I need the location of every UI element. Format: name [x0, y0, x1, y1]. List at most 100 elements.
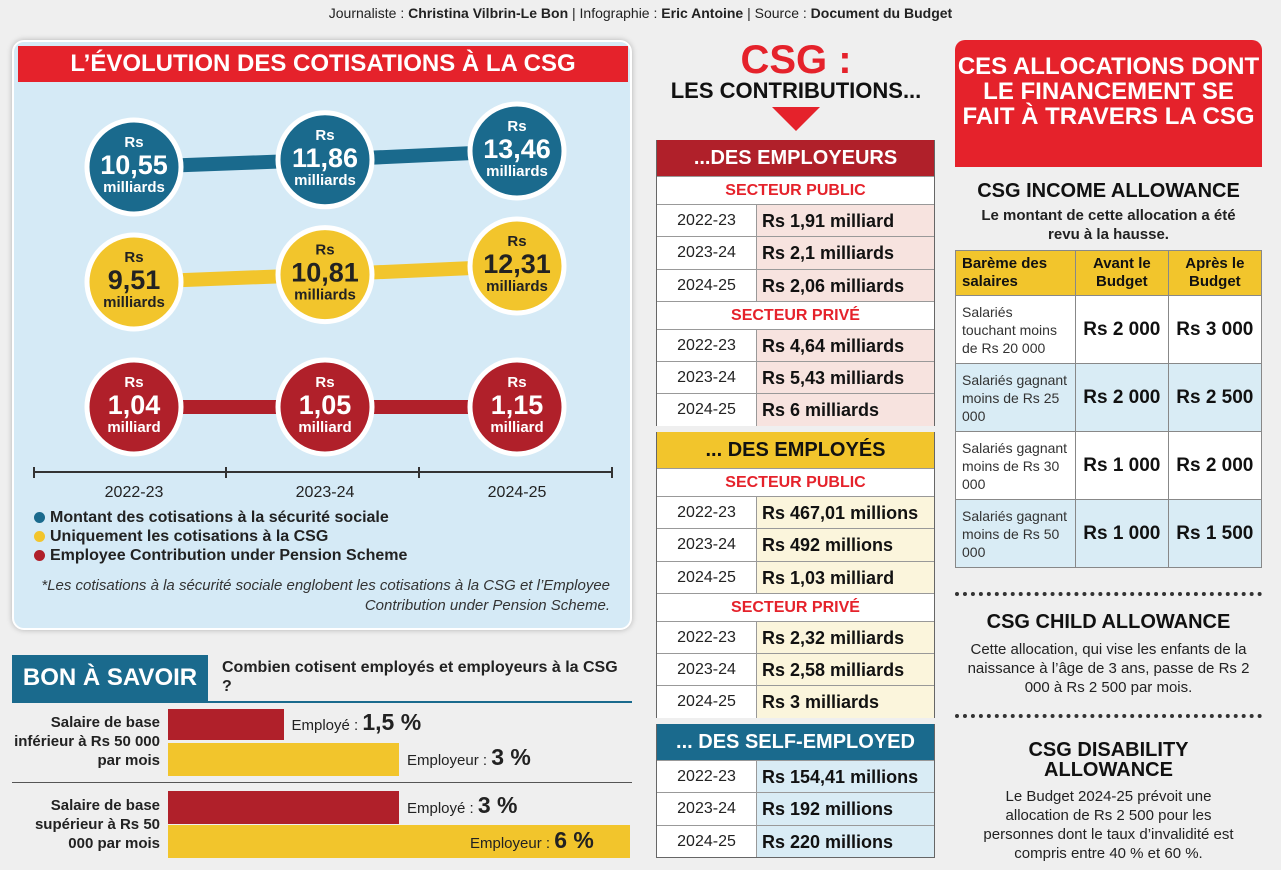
disability-allowance-desc: Le Budget 2024-25 prévoit une allocation… — [983, 788, 1234, 862]
bubble-value: 1,15 — [491, 390, 544, 420]
bon-a-savoir-question: Combien cotisent employés et employeurs … — [222, 659, 618, 695]
self-employed-header: ... DES SELF-EMPLOYED — [657, 724, 934, 760]
table-row: 2024-25 Rs 1,03 milliard — [657, 560, 934, 593]
x-axis-label: 2023-24 — [296, 484, 355, 501]
table-row: 2022-23 Rs 154,41 millions — [657, 760, 934, 793]
bubble-value: 1,04 — [108, 390, 161, 420]
bubble-currency: Rs — [315, 127, 334, 144]
salary-group-label-high: Salaire de base supérieur à Rs 50 000 pa… — [34, 797, 160, 852]
table-row: 2024-25 Rs 2,06 milliards — [657, 268, 934, 301]
bubble-value: 10,81 — [291, 258, 359, 288]
evolution-panel: Rs 10,55 milliards Rs 11,86 milliards Rs 13,46 m… — [12, 40, 632, 630]
table-row: 2023-24 Rs 2,58 milliards — [657, 653, 934, 686]
data-bubble — [84, 117, 184, 217]
bubble-unit: milliards — [486, 278, 548, 295]
data-bubble — [275, 225, 375, 325]
table-row: 2023-24 Rs 5,43 milliards — [657, 361, 934, 394]
divider — [12, 701, 632, 703]
evolution-title: L’ÉVOLUTION DES COTISATIONS À LA CSG — [18, 46, 628, 82]
x-axis-label: 2024-25 — [488, 484, 547, 501]
data-bubble — [467, 357, 567, 457]
dotted-divider — [955, 592, 1262, 596]
table-row: 2022-23 Rs 4,64 milliards — [657, 328, 934, 362]
table-row: Salariés gagnant moins de Rs 25 000 Rs 2… — [955, 363, 1263, 432]
employes-header: ... DES EMPLOYÉS — [657, 432, 934, 468]
employe-rate-low: Employé : 1,5 % — [291, 709, 422, 735]
bubble-value: 11,86 — [292, 143, 358, 173]
data-bubble — [467, 216, 567, 316]
bubble-unit: milliards — [294, 172, 356, 189]
employes-table: ... DES EMPLOYÉS SECTEUR PUBLIC 2022-23 R… — [656, 432, 935, 718]
contributions-subtitle: LES CONTRIBUTIONS... — [670, 78, 922, 103]
bubble-currency: Rs — [315, 374, 334, 391]
child-allowance-desc: Cette allocation, qui vise les enfants d… — [967, 641, 1250, 696]
data-bubble — [275, 110, 375, 210]
income-allowance-table: Barème des salaires Avant le Budget Aprè… — [955, 250, 1263, 568]
bubble-value: 9,51 — [108, 265, 161, 295]
bubble-currency: Rs — [507, 118, 526, 135]
disability-allowance-title: CSG DISABILITY ALLOWANCE — [1028, 739, 1189, 781]
self-employed-table: ... DES SELF-EMPLOYED 2022-23 Rs 154,41 m… — [656, 724, 935, 858]
employeurs-header: ...DES EMPLOYEURS — [657, 140, 934, 176]
income-allowance-title: CSG INCOME ALLOWANCE — [977, 180, 1240, 202]
employeurs-public-label: SECTEUR PUBLIC — [657, 176, 934, 204]
bubble-value: 10,55 — [100, 150, 168, 180]
data-bubble — [84, 357, 184, 457]
table-row: 2024-25 Rs 3 milliards — [657, 685, 934, 718]
bubble-currency: Rs — [124, 249, 143, 266]
evolution-footnote: *Les cotisations à la sécurité sociale e… — [41, 577, 610, 614]
table-row: 2023-24 Rs 2,1 milliards — [657, 236, 934, 269]
data-bubble — [275, 357, 375, 457]
table-header-row: Barème des salaires Avant le Budget Aprè… — [955, 250, 1263, 296]
employeur-bar-low — [168, 743, 399, 776]
table-row: 2022-23 Rs 2,32 milliards — [657, 620, 934, 654]
contributions-title: CSG : — [740, 38, 852, 82]
bubble-currency: Rs — [124, 134, 143, 151]
credits-line: Journaliste : Christina Vilbrin-Le Bon |… — [328, 5, 953, 21]
bubble-currency: Rs — [507, 374, 526, 391]
bubble-currency: Rs — [124, 374, 143, 391]
employeurs-table: ...DES EMPLOYEURS SECTEUR PUBLIC 2022-23… — [656, 140, 935, 426]
employes-prive-label: SECTEUR PRIVÉ — [657, 592, 934, 621]
data-bubble — [84, 232, 184, 332]
employe-bar-low — [168, 709, 284, 740]
bubble-unit: milliards — [103, 294, 165, 311]
employeur-bar-high — [168, 825, 630, 858]
table-row: 2022-23 Rs 1,91 milliard — [657, 204, 934, 237]
bubble-unit: milliard — [298, 419, 351, 436]
table-row: 2023-24 Rs 492 millions — [657, 528, 934, 561]
table-row: 2024-25 Rs 220 millions — [657, 824, 934, 857]
evolution-legend: Montant des cotisations à la sécurité so… — [34, 508, 407, 565]
table-row: 2024-25 Rs 6 milliards — [657, 393, 934, 426]
divider — [12, 782, 632, 783]
legend-item-pension: Employee Contribution under Pension Sche… — [34, 546, 407, 565]
data-bubble — [467, 101, 567, 201]
table-row: 2022-23 Rs 467,01 millions — [657, 496, 934, 529]
income-allowance-desc: Le montant de cette allocation a été rev… — [981, 207, 1236, 243]
bubble-unit: milliard — [490, 419, 543, 436]
legend-dot-icon — [34, 550, 45, 561]
allocations-title: CES ALLOCATIONS DONT LE FINANCEMENT SE F… — [955, 40, 1262, 167]
employeur-rate-high: Employeur : 6 % — [470, 827, 594, 853]
bon-a-savoir-title: BON À SAVOIR — [12, 655, 208, 701]
legend-dot-icon — [34, 531, 45, 542]
table-row: Salariés gagnant moins de Rs 50 000 Rs 1… — [955, 499, 1263, 568]
employes-public-label: SECTEUR PUBLIC — [657, 468, 934, 496]
table-row: Salariés touchant moins de Rs 20 000 Rs … — [955, 295, 1263, 364]
dotted-divider — [955, 714, 1262, 718]
table-row: 2023-24 Rs 192 millions — [657, 792, 934, 825]
bubble-currency: Rs — [507, 233, 526, 250]
employe-rate-high: Employé : 3 % — [407, 792, 518, 818]
bubble-unit: milliards — [486, 163, 548, 180]
employeur-rate-low: Employeur : 3 % — [407, 744, 531, 770]
table-row: Salariés gagnant moins de Rs 30 000 Rs 1… — [955, 431, 1263, 500]
legend-item-social: Montant des cotisations à la sécurité so… — [34, 508, 407, 527]
arrow-down-icon — [772, 107, 820, 131]
bubble-unit: milliard — [107, 419, 160, 436]
x-axis-label: 2022-23 — [105, 484, 164, 501]
bubble-currency: Rs — [315, 242, 334, 259]
bubble-value: 12,31 — [483, 249, 551, 279]
bubble-value: 13,46 — [483, 134, 551, 164]
bubble-unit: milliards — [103, 179, 165, 196]
bubble-value: 1,05 — [299, 390, 352, 420]
